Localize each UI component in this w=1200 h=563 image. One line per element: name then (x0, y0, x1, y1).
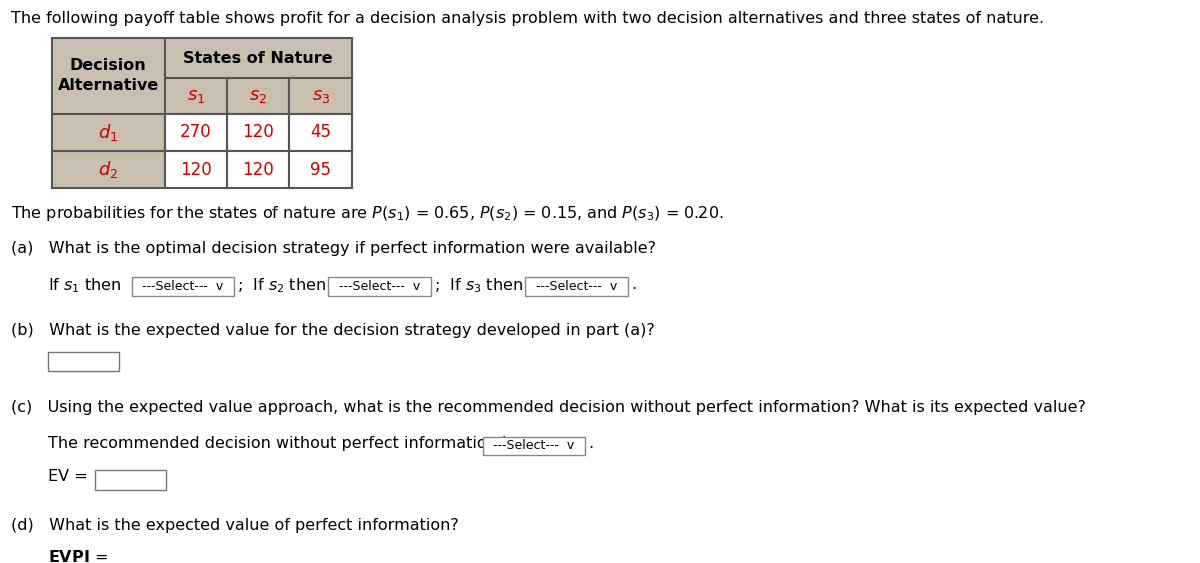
Bar (227, 114, 289, 151)
Bar (48, 352, 119, 371)
Text: $s_1$: $s_1$ (187, 87, 205, 105)
Text: ---Select---  v: ---Select--- v (536, 280, 617, 293)
Bar (164, 78, 227, 114)
Bar (95, 470, 167, 490)
Text: EV =: EV = (48, 470, 88, 484)
Text: 120: 120 (242, 160, 274, 178)
Bar (227, 78, 289, 114)
Bar (526, 278, 628, 296)
Text: The following payoff table shows profit for a decision analysis problem with two: The following payoff table shows profit … (11, 11, 1044, 26)
Text: 120: 120 (180, 160, 211, 178)
Text: .: . (589, 436, 594, 451)
Text: Decision: Decision (70, 59, 146, 73)
Text: 120: 120 (242, 123, 274, 141)
Bar (132, 278, 234, 296)
Text: ;  If $s_2$ then: ; If $s_2$ then (238, 276, 326, 295)
Bar (482, 436, 586, 455)
Text: ---Select---  v: ---Select--- v (142, 280, 223, 293)
Bar (289, 151, 352, 188)
Text: ---Select---  v: ---Select--- v (493, 439, 575, 453)
Text: The recommended decision without perfect information is: The recommended decision without perfect… (48, 436, 515, 451)
Text: ;  If $s_3$ then: ; If $s_3$ then (434, 276, 523, 295)
Bar (289, 114, 352, 151)
Bar (113, 550, 184, 563)
Text: (a)   What is the optimal decision strategy if perfect information were availabl: (a) What is the optimal decision strateg… (11, 241, 656, 256)
Text: (b)   What is the expected value for the decision strategy developed in part (a): (b) What is the expected value for the d… (11, 323, 655, 337)
Text: States of Nature: States of Nature (184, 51, 334, 66)
Text: Alternative: Alternative (58, 78, 158, 93)
Bar (329, 278, 431, 296)
Text: $\bf{EVPI}$ =: $\bf{EVPI}$ = (48, 549, 107, 563)
Bar (227, 151, 289, 188)
Text: $s_3$: $s_3$ (312, 87, 330, 105)
Text: 270: 270 (180, 123, 211, 141)
Bar (52, 38, 164, 114)
Text: (c)   Using the expected value approach, what is the recommended decision withou: (c) Using the expected value approach, w… (11, 400, 1086, 415)
Text: (d)   What is the expected value of perfect information?: (d) What is the expected value of perfec… (11, 518, 458, 533)
Text: 45: 45 (310, 123, 331, 141)
Text: The probabilities for the states of nature are $P(s_1)$ = 0.65, $P(s_2)$ = 0.15,: The probabilities for the states of natu… (11, 204, 724, 223)
Text: $d_2$: $d_2$ (98, 159, 119, 180)
Text: .: . (631, 276, 636, 292)
Text: 95: 95 (310, 160, 331, 178)
Bar (164, 151, 227, 188)
Text: $s_2$: $s_2$ (250, 87, 268, 105)
Text: If $s_1$ then: If $s_1$ then (48, 276, 121, 295)
Bar (164, 114, 227, 151)
Text: ---Select---  v: ---Select--- v (340, 280, 420, 293)
Bar (164, 38, 352, 78)
Bar (289, 78, 352, 114)
Bar (52, 151, 164, 188)
Bar (52, 114, 164, 151)
Text: $d_1$: $d_1$ (98, 122, 119, 143)
